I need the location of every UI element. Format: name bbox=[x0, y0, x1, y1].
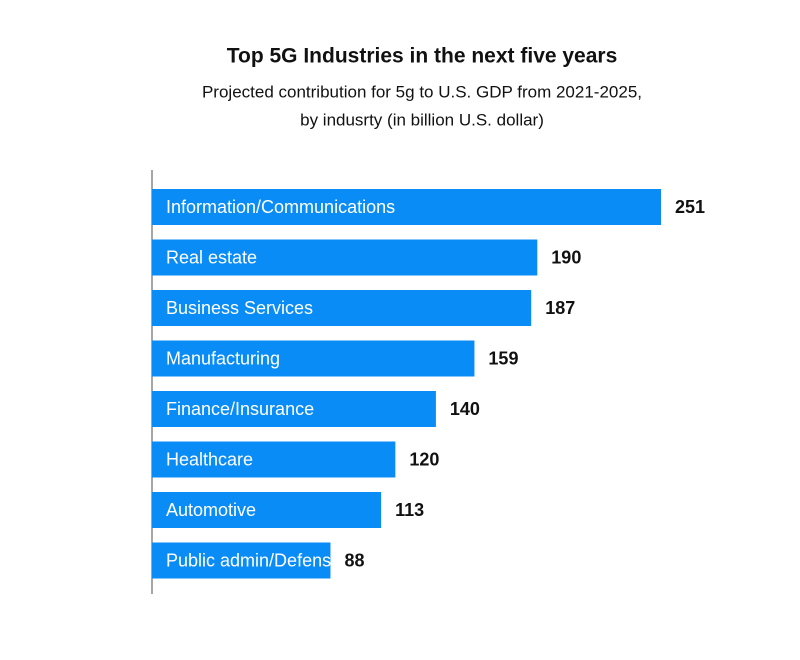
value-label: 251 bbox=[675, 197, 705, 217]
chart-subtitle: Projected contribution for 5g to U.S. GD… bbox=[202, 82, 642, 101]
bar-label: Manufacturing bbox=[166, 348, 280, 368]
bar-label: Healthcare bbox=[166, 449, 253, 469]
value-label: 190 bbox=[551, 247, 581, 267]
chart-title: Top 5G Industries in the next five years bbox=[227, 45, 618, 68]
bar-label: Automotive bbox=[166, 500, 256, 520]
value-label: 187 bbox=[545, 298, 575, 318]
bar-label: Real estate bbox=[166, 247, 257, 267]
bar bbox=[152, 542, 331, 579]
chart-subtitle: by indusrty (in billion U.S. dollar) bbox=[300, 110, 544, 129]
value-label: 113 bbox=[395, 500, 424, 520]
bar-label: Finance/Insurance bbox=[166, 399, 314, 419]
bar bbox=[152, 492, 382, 528]
bar bbox=[152, 340, 475, 377]
bar bbox=[152, 290, 532, 326]
bar bbox=[152, 189, 661, 225]
bar-label: Information/Communications bbox=[166, 197, 395, 217]
bar bbox=[152, 441, 396, 478]
bar-label: Public admin/Defense bbox=[166, 550, 341, 570]
bar bbox=[152, 239, 538, 276]
value-label: 88 bbox=[344, 550, 364, 570]
value-label: 140 bbox=[450, 399, 480, 419]
bar-label: Business Services bbox=[166, 298, 313, 318]
value-label: 120 bbox=[409, 449, 439, 469]
bar bbox=[152, 391, 436, 427]
value-label: 159 bbox=[488, 348, 518, 368]
